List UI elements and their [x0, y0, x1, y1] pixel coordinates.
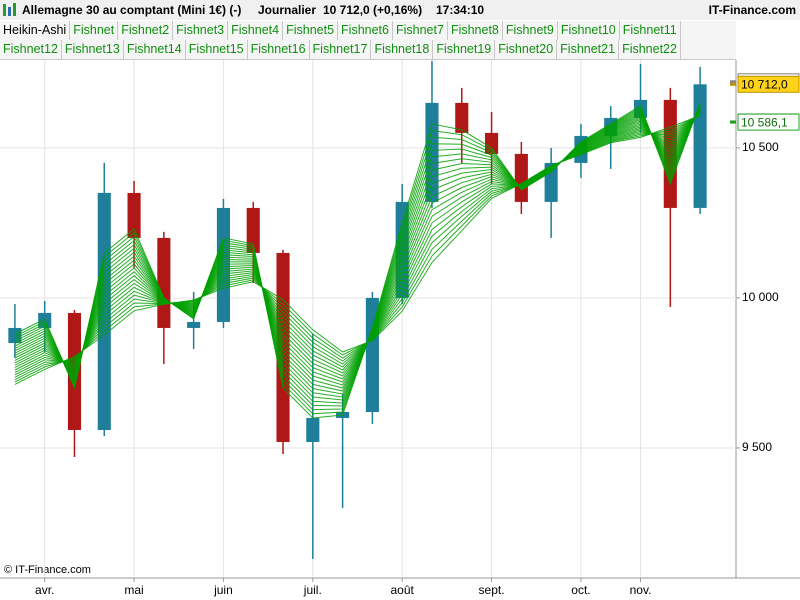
quote: 10 712,0 (+0,16%) [323, 3, 422, 17]
x-tick-label: juin [213, 583, 233, 597]
candle-body [425, 102, 439, 202]
period: Journalier [258, 3, 316, 17]
candle-body [38, 312, 52, 328]
price-label-box [737, 75, 800, 93]
candle-body [157, 237, 171, 328]
legend-entry[interactable]: Fishnet2 [118, 21, 174, 40]
legend-entry[interactable]: Fishnet13 [62, 40, 124, 59]
x-tick-label: mai [124, 583, 143, 597]
x-tick-label: août [391, 583, 415, 597]
legend-row: Fishnet12 Fishnet13 Fishnet14 Fishnet15 Fish… [0, 40, 736, 60]
y-tick-label: 10 000 [742, 290, 779, 304]
legend-entry[interactable]: Fishnet8 [448, 21, 503, 40]
fishnet-line [14, 110, 701, 377]
fishnet-line [14, 111, 701, 371]
candle-body [306, 417, 320, 442]
fishnet-line [14, 114, 701, 383]
candle-body [514, 153, 528, 202]
legend-entry[interactable]: Fishnet16 [248, 40, 310, 59]
legend-entry[interactable]: Fishnet18 [371, 40, 434, 59]
fishnet-line [14, 113, 701, 381]
time: 17:34:10 [436, 3, 484, 17]
fishnet-line [14, 106, 701, 398]
fishnet-line [14, 108, 701, 386]
candle-body [455, 102, 469, 133]
price-label: 10 586,1 [741, 115, 788, 129]
legend-entry[interactable]: Fishnet [70, 21, 119, 40]
x-tick-label: nov. [630, 583, 652, 597]
x-tick-label: oct. [571, 583, 590, 597]
fishnet-line [14, 112, 701, 373]
fishnet-line [14, 110, 701, 374]
legend-entry[interactable]: Fishnet15 [186, 40, 248, 59]
fishnet-line [14, 107, 701, 392]
legend-entry[interactable]: Fishnet22 [619, 40, 681, 59]
fishnet-line [14, 115, 701, 385]
legend-entry[interactable]: Fishnet4 [228, 21, 284, 40]
candle-body [127, 192, 141, 238]
fishnet [14, 102, 701, 419]
fishnet-line [14, 113, 701, 378]
legend-entry[interactable]: Fishnet20 [495, 40, 558, 59]
header-icon [3, 3, 16, 16]
y-tick-label: 9 500 [742, 440, 772, 454]
legend-entry[interactable]: Fishnet3 [173, 21, 229, 40]
legend-entry[interactable]: Fishnet6 [338, 21, 393, 40]
brand: IT-Finance.com [709, 3, 796, 17]
candle-body [187, 321, 201, 328]
legend-entry[interactable]: Fishnet10 [558, 21, 620, 40]
candles [8, 60, 707, 559]
fishnet-line [14, 106, 701, 395]
legend-entry[interactable]: Fishnet7 [393, 21, 448, 40]
price-label: 10 712,0 [741, 77, 788, 91]
x-tick-label: juil. [303, 583, 322, 597]
legend-entry[interactable]: Heikin-Ashi [0, 21, 71, 40]
fishnet-line [14, 108, 701, 389]
legend-entry[interactable]: Fishnet9 [503, 21, 558, 40]
header-bar [0, 0, 800, 20]
candle-body [693, 84, 707, 208]
legend-row: Heikin-Ashi Fishnet Fishnet2 Fishnet3 Fishne… [0, 21, 736, 41]
candle-body [276, 252, 290, 442]
fishnet-line [14, 112, 701, 376]
y-tick-label: 10 500 [742, 140, 779, 154]
chart-title: Allemagne 30 au comptant (Mini 1€) (-) [22, 3, 241, 17]
fishnet-line [14, 109, 701, 380]
legend-entry[interactable]: Fishnet14 [124, 40, 186, 59]
x-tick-label: sept. [479, 583, 505, 597]
legend-entry[interactable]: Fishnet5 [283, 21, 339, 40]
legend-entry[interactable]: Fishnet17 [310, 40, 372, 59]
price-label-box [737, 113, 800, 131]
legend-entry[interactable]: Fishnet11 [620, 21, 681, 40]
legend-entry[interactable]: Fishnet21 [557, 40, 620, 59]
candle-body [246, 207, 260, 253]
x-tick-label: avr. [35, 583, 54, 597]
fishnet-line [14, 109, 701, 383]
legend-entry[interactable]: Fishnet12 [0, 40, 62, 59]
footer: © IT-Finance.com [4, 564, 91, 576]
legend-entry[interactable]: Fishnet19 [433, 40, 496, 59]
